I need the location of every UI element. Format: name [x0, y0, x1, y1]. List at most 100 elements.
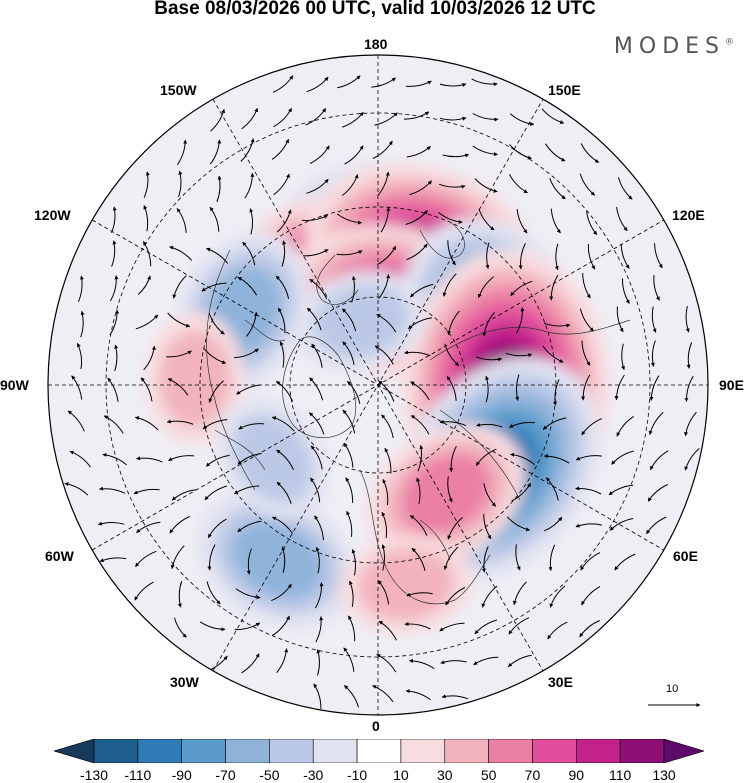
- wind-vector: [516, 307, 525, 334]
- wind-vector: [404, 621, 431, 630]
- wind-vector: [439, 83, 467, 87]
- wind-vector: [545, 477, 559, 501]
- wind-vector: [135, 314, 159, 330]
- anomaly-pink-90w-level-1: [159, 330, 231, 427]
- longitude-label-0: 0: [372, 718, 380, 734]
- wind-vector: [276, 648, 289, 674]
- wind-vector: [64, 482, 89, 496]
- wind-vector: [449, 445, 457, 473]
- wind-vector: [475, 448, 497, 466]
- colorbar-tick-label: -70: [215, 767, 236, 783]
- colorbar-tick-label: -10: [346, 767, 368, 783]
- longitude-label-90w: 90W: [0, 377, 29, 393]
- wind-vector: [271, 138, 289, 160]
- map-disc-outline: [47, 54, 709, 716]
- wind-vector: [176, 208, 187, 233]
- wind-vector: [440, 660, 467, 664]
- wind-vector: [302, 248, 329, 257]
- wind-vector: [237, 452, 262, 465]
- wind-vector: [384, 447, 392, 474]
- wind-vector: [684, 448, 700, 471]
- wind-vector: [246, 311, 258, 337]
- wind-vector: [209, 139, 222, 165]
- wind-vector: [315, 546, 320, 574]
- map-title: Base 08/03/2026 00 UTC, valid 10/03/2026…: [154, 0, 596, 19]
- wind-vector: [543, 454, 570, 464]
- wind-vector: [544, 516, 563, 532]
- wind-vector: [178, 170, 183, 198]
- longitude-label-90e: 90E: [719, 377, 744, 393]
- wind-vector: [404, 350, 431, 357]
- wind-vector: [271, 583, 292, 602]
- colorbar-box: [576, 739, 621, 763]
- wind-vector: [510, 280, 533, 297]
- wind-vector: [314, 515, 324, 541]
- wind-vector: [581, 586, 601, 606]
- wind-vector: [684, 411, 697, 437]
- colorbar-tick-label: 130: [652, 767, 676, 783]
- modes-logo: MODES®: [614, 34, 734, 59]
- colorbar-box: [400, 739, 446, 763]
- colorbar-box: [93, 739, 139, 763]
- wind-vector: [276, 449, 294, 471]
- wind-vector: [552, 379, 560, 406]
- colorbar-box: [137, 739, 182, 763]
- wind-vector: [416, 477, 421, 504]
- wind-vector: [381, 511, 388, 538]
- wind-vector: [447, 310, 460, 336]
- wind-vector: [409, 180, 432, 196]
- colorbar-tick-label: 30: [436, 767, 453, 783]
- wind-vector: [654, 243, 663, 269]
- wind-vector: [554, 243, 559, 271]
- wind-vector: [102, 452, 127, 466]
- wind-vector: [308, 412, 325, 435]
- wind-vector: [234, 485, 260, 495]
- wind-vector: [472, 145, 498, 157]
- colorbar-tick-label: 90: [568, 767, 585, 783]
- wind-vector: [409, 658, 435, 670]
- wind-vector: [471, 78, 498, 87]
- wind-vector: [542, 345, 564, 363]
- wind-vector: [98, 521, 125, 526]
- wind-vector: [509, 113, 535, 126]
- wind-vector: [315, 616, 324, 643]
- wind-vector: [549, 274, 559, 301]
- wind-vector: [114, 344, 119, 372]
- wind-vector: [71, 375, 83, 400]
- wind-vector: [616, 306, 624, 333]
- wind-vector: [301, 214, 328, 221]
- wind-vector: [337, 75, 361, 89]
- wind-vector: [475, 356, 503, 362]
- wind-vector: [374, 112, 398, 126]
- wind-vector: [621, 343, 625, 371]
- wind-vector: [351, 549, 356, 576]
- wind-vector: [474, 178, 498, 193]
- wind-vector: [235, 588, 261, 600]
- wind-vector: [279, 341, 285, 368]
- wind-vector: [579, 308, 594, 332]
- wind-vector: [310, 477, 321, 503]
- wind-vector: [403, 111, 430, 120]
- wind-vector: [276, 481, 292, 505]
- wind-vector: [545, 143, 566, 162]
- wind-vector: [99, 486, 126, 494]
- wind-vector: [343, 647, 355, 672]
- wind-vector: [77, 275, 84, 302]
- wind-vector: [237, 520, 262, 533]
- wind-vector: [281, 240, 287, 267]
- wind-vector: [199, 621, 226, 632]
- wind-vector: [143, 171, 150, 198]
- wind-vector: [69, 450, 91, 468]
- longitude-label-150w: 150W: [160, 82, 197, 98]
- wind-vector: [509, 144, 532, 160]
- wind-vector: [371, 77, 396, 88]
- wind-vector: [249, 208, 254, 235]
- longitude-label-30e: 30E: [548, 674, 573, 690]
- wind-vector: [405, 689, 431, 701]
- wind-vector: [608, 484, 634, 496]
- colorbar: [54, 739, 704, 763]
- wind-vector: [306, 76, 329, 93]
- wind-vector: [374, 345, 394, 365]
- wind-vector: [442, 153, 470, 158]
- coastline-kamchatka: [419, 221, 465, 259]
